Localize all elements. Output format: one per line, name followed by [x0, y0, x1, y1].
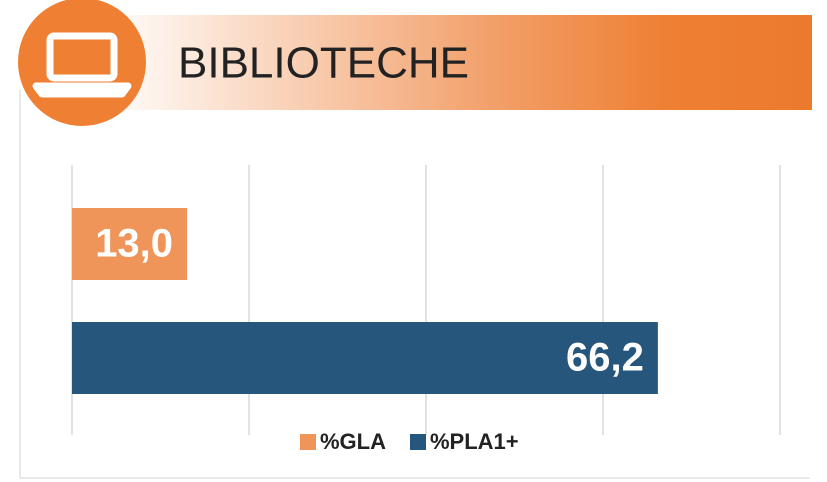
- legend-label: %GLA: [320, 429, 386, 454]
- legend-swatch: [410, 434, 426, 450]
- data-label: 66,2: [566, 336, 644, 380]
- laptop-icon: [32, 32, 132, 98]
- data-label: 13,0: [95, 222, 173, 266]
- icon-circle: [18, 0, 146, 126]
- chart-title: BIBLIOTECHE: [178, 39, 469, 88]
- legend-label: %PLA1+: [430, 429, 519, 454]
- legend-swatch: [300, 434, 316, 450]
- bar: [72, 208, 188, 280]
- header-banner: [100, 15, 812, 110]
- bar: [72, 322, 658, 394]
